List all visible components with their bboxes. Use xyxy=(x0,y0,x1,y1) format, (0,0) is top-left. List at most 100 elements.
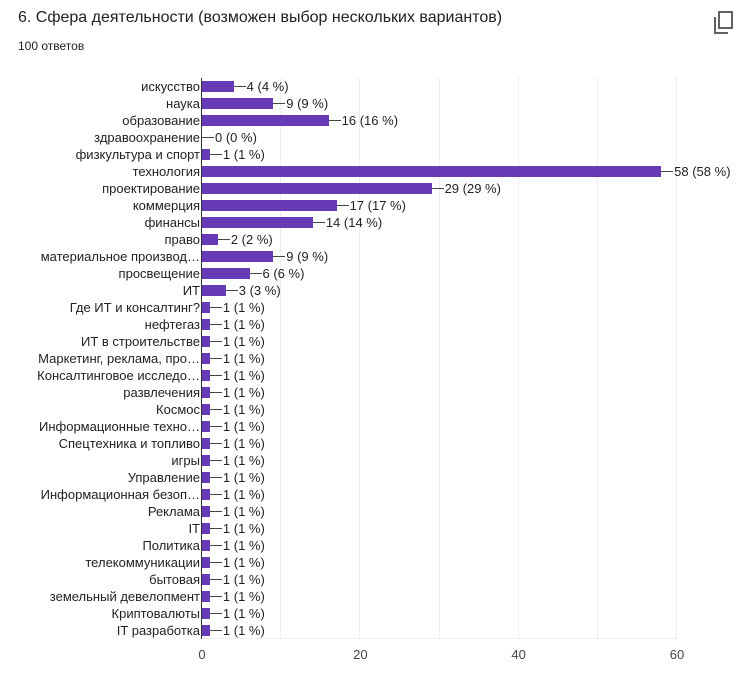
bar-row: бытовая 1 (1 %) xyxy=(0,571,744,588)
bar[interactable] xyxy=(202,200,337,211)
bar[interactable] xyxy=(202,557,210,568)
gridline xyxy=(438,78,440,638)
value-leader-line xyxy=(209,579,222,580)
bar-row: Информационная безоп… 1 (1 %) xyxy=(0,486,744,503)
bar[interactable] xyxy=(202,353,210,364)
bar-row: просвещение 6 (6 %) xyxy=(0,265,744,282)
value-label: 1 (1 %) xyxy=(222,351,265,366)
value-leader-line xyxy=(209,392,222,393)
value-label: 9 (9 %) xyxy=(286,96,329,111)
bar[interactable] xyxy=(202,217,313,228)
question-title: 6. Сфера деятельности (возможен выбор не… xyxy=(18,9,503,26)
x-tick-label: 0 xyxy=(198,647,206,662)
bar[interactable] xyxy=(202,523,210,534)
bar-row: игры 1 (1 %) xyxy=(0,452,744,469)
value-label: 16 (16 %) xyxy=(341,113,399,128)
gridline xyxy=(517,78,519,638)
value-leader-line xyxy=(209,630,222,631)
bar[interactable] xyxy=(202,115,329,126)
bar[interactable] xyxy=(202,387,210,398)
category-label: коммерция xyxy=(132,198,200,213)
bar-row: IT 1 (1 %) xyxy=(0,520,744,537)
category-label: просвещение xyxy=(118,266,200,281)
value-leader-line xyxy=(209,426,222,427)
bar[interactable] xyxy=(202,404,210,415)
value-leader-line xyxy=(273,256,286,257)
bar[interactable] xyxy=(202,421,210,432)
bar[interactable] xyxy=(202,251,274,262)
category-label: развлечения xyxy=(123,385,200,400)
value-label: 14 (14 %) xyxy=(325,215,383,230)
bar[interactable] xyxy=(202,336,210,347)
bar[interactable] xyxy=(202,268,250,279)
value-leader-line xyxy=(209,409,222,410)
response-count: 100 ответов xyxy=(18,39,85,53)
value-label: 3 (3 %) xyxy=(238,283,281,298)
bar[interactable] xyxy=(202,183,432,194)
value-label: 1 (1 %) xyxy=(222,487,265,502)
value-leader-line xyxy=(209,375,222,376)
bar[interactable] xyxy=(202,438,210,449)
category-label: IT xyxy=(188,521,200,536)
bar[interactable] xyxy=(202,489,210,500)
bar-row: финансы 14 (14 %) xyxy=(0,214,744,231)
bar[interactable] xyxy=(202,591,210,602)
value-label: 58 (58 %) xyxy=(674,164,731,179)
bar[interactable] xyxy=(202,540,210,551)
bar[interactable] xyxy=(202,506,210,517)
value-label: 1 (1 %) xyxy=(222,538,265,553)
category-label: финансы xyxy=(144,215,200,230)
bar-row: наука 9 (9 %) xyxy=(0,95,744,112)
value-label: 1 (1 %) xyxy=(222,436,265,451)
bar[interactable] xyxy=(202,285,226,296)
copy-chart-button[interactable] xyxy=(712,10,736,36)
value-label: 6 (6 %) xyxy=(262,266,305,281)
bar[interactable] xyxy=(202,574,210,585)
bar-row: физкультура и спорт 1 (1 %) xyxy=(0,146,744,163)
bar[interactable] xyxy=(202,472,210,483)
y-axis-line xyxy=(201,78,202,639)
value-leader-line xyxy=(661,171,674,172)
bar-row: образование 16 (16 %) xyxy=(0,112,744,129)
gridline xyxy=(596,78,598,638)
value-leader-line xyxy=(202,137,214,138)
value-label: 29 (29 %) xyxy=(444,181,501,196)
bar[interactable] xyxy=(202,149,210,160)
value-leader-line xyxy=(209,341,222,342)
value-label: 1 (1 %) xyxy=(222,521,265,536)
category-label: образование xyxy=(122,113,200,128)
value-label: 1 (1 %) xyxy=(222,504,265,519)
value-label: 4 (4 %) xyxy=(246,79,289,94)
bar[interactable] xyxy=(202,166,662,177)
x-tick-label: 40 xyxy=(511,647,526,662)
value-label: 2 (2 %) xyxy=(230,232,273,247)
value-label: 1 (1 %) xyxy=(222,623,265,638)
bar[interactable] xyxy=(202,98,274,109)
x-axis-baseline xyxy=(201,638,677,639)
value-label: 1 (1 %) xyxy=(222,147,265,162)
bar[interactable] xyxy=(202,302,210,313)
value-leader-line xyxy=(336,205,349,206)
category-label: здравоохранение xyxy=(94,130,200,145)
bar[interactable] xyxy=(202,608,210,619)
value-leader-line xyxy=(249,273,262,274)
category-label: ИТ xyxy=(182,283,200,298)
bar[interactable] xyxy=(202,234,218,245)
gridline xyxy=(280,78,282,638)
bar[interactable] xyxy=(202,370,210,381)
bar[interactable] xyxy=(202,625,210,636)
value-leader-line xyxy=(209,494,222,495)
value-label: 9 (9 %) xyxy=(286,249,329,264)
value-leader-line xyxy=(209,460,222,461)
bar[interactable] xyxy=(202,81,234,92)
value-leader-line xyxy=(209,324,222,325)
bar[interactable] xyxy=(202,455,210,466)
value-leader-line xyxy=(209,613,222,614)
value-leader-line xyxy=(273,103,286,104)
bar-row: IT разработка 1 (1 %) xyxy=(0,622,744,639)
category-label: Информационная безоп… xyxy=(40,487,200,502)
bar[interactable] xyxy=(202,319,210,330)
value-label: 0 (0 %) xyxy=(215,130,257,145)
category-label: ИТ в строительстве xyxy=(81,334,200,349)
